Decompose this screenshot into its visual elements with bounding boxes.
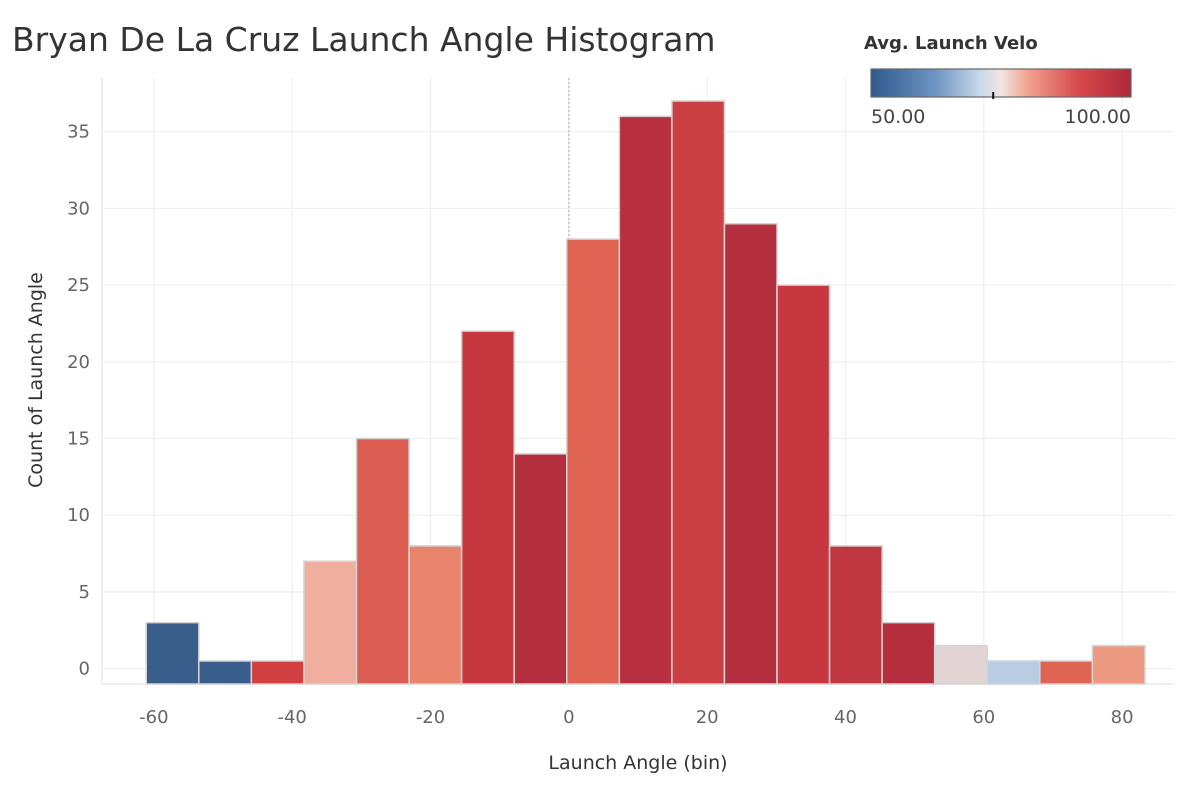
y-tick-label: 5 bbox=[79, 582, 90, 603]
y-tick-label: 20 bbox=[67, 352, 90, 373]
histogram-bar bbox=[303, 560, 358, 685]
histogram-bar bbox=[355, 437, 410, 685]
x-tick-label: -20 bbox=[416, 707, 445, 728]
histogram-bar bbox=[618, 115, 673, 685]
legend-min-label: 50.00 bbox=[871, 106, 925, 128]
y-tick-label: 15 bbox=[67, 429, 90, 450]
histogram-bar bbox=[408, 545, 463, 685]
histogram-bar bbox=[145, 621, 200, 685]
y-axis-title: Count of Launch Angle bbox=[25, 272, 47, 488]
histogram-bar bbox=[828, 545, 883, 685]
x-tick-label: 20 bbox=[696, 707, 719, 728]
chart-title: Bryan De La Cruz Launch Angle Histogram bbox=[12, 20, 716, 59]
y-axis-ticks: 0 5 10 15 20 25 30 35 bbox=[67, 122, 90, 680]
x-tick-label: 60 bbox=[972, 707, 995, 728]
x-tick-label: 40 bbox=[834, 707, 857, 728]
color-legend: Avg. Launch Velo 50.00 100.00 bbox=[864, 33, 1132, 128]
histogram-bar bbox=[460, 330, 515, 685]
x-tick-label: -60 bbox=[139, 707, 168, 728]
legend-color-ramp bbox=[870, 68, 1132, 98]
y-tick-label: 30 bbox=[67, 198, 90, 219]
legend-title: Avg. Launch Velo bbox=[864, 33, 1038, 54]
histogram-bar bbox=[513, 453, 568, 685]
histogram-bar bbox=[198, 660, 253, 685]
histogram-bar bbox=[776, 284, 831, 685]
x-tick-label: 80 bbox=[1111, 707, 1134, 728]
histogram-bar bbox=[671, 100, 726, 685]
y-tick-label: 10 bbox=[67, 505, 90, 526]
histogram-bar bbox=[723, 222, 778, 685]
histogram-bar bbox=[1091, 644, 1146, 685]
x-axis-ticks: -60 -40 -20 0 20 40 60 80 bbox=[139, 707, 1133, 728]
x-tick-label: 0 bbox=[563, 707, 574, 728]
legend-max-label: 100.00 bbox=[1065, 106, 1131, 128]
x-tick-label: -40 bbox=[277, 707, 306, 728]
histogram-bar bbox=[986, 660, 1041, 685]
histogram-bar bbox=[933, 644, 989, 685]
histogram-bar bbox=[1039, 660, 1094, 685]
y-tick-label: 35 bbox=[67, 122, 90, 143]
histogram-bar bbox=[250, 660, 305, 685]
y-tick-label: 25 bbox=[67, 275, 90, 296]
histogram-bars bbox=[145, 100, 1146, 685]
y-tick-label: 0 bbox=[79, 659, 90, 680]
histogram-bar bbox=[881, 621, 936, 685]
x-axis-title: Launch Angle (bin) bbox=[548, 752, 727, 774]
histogram-bar bbox=[566, 238, 621, 685]
